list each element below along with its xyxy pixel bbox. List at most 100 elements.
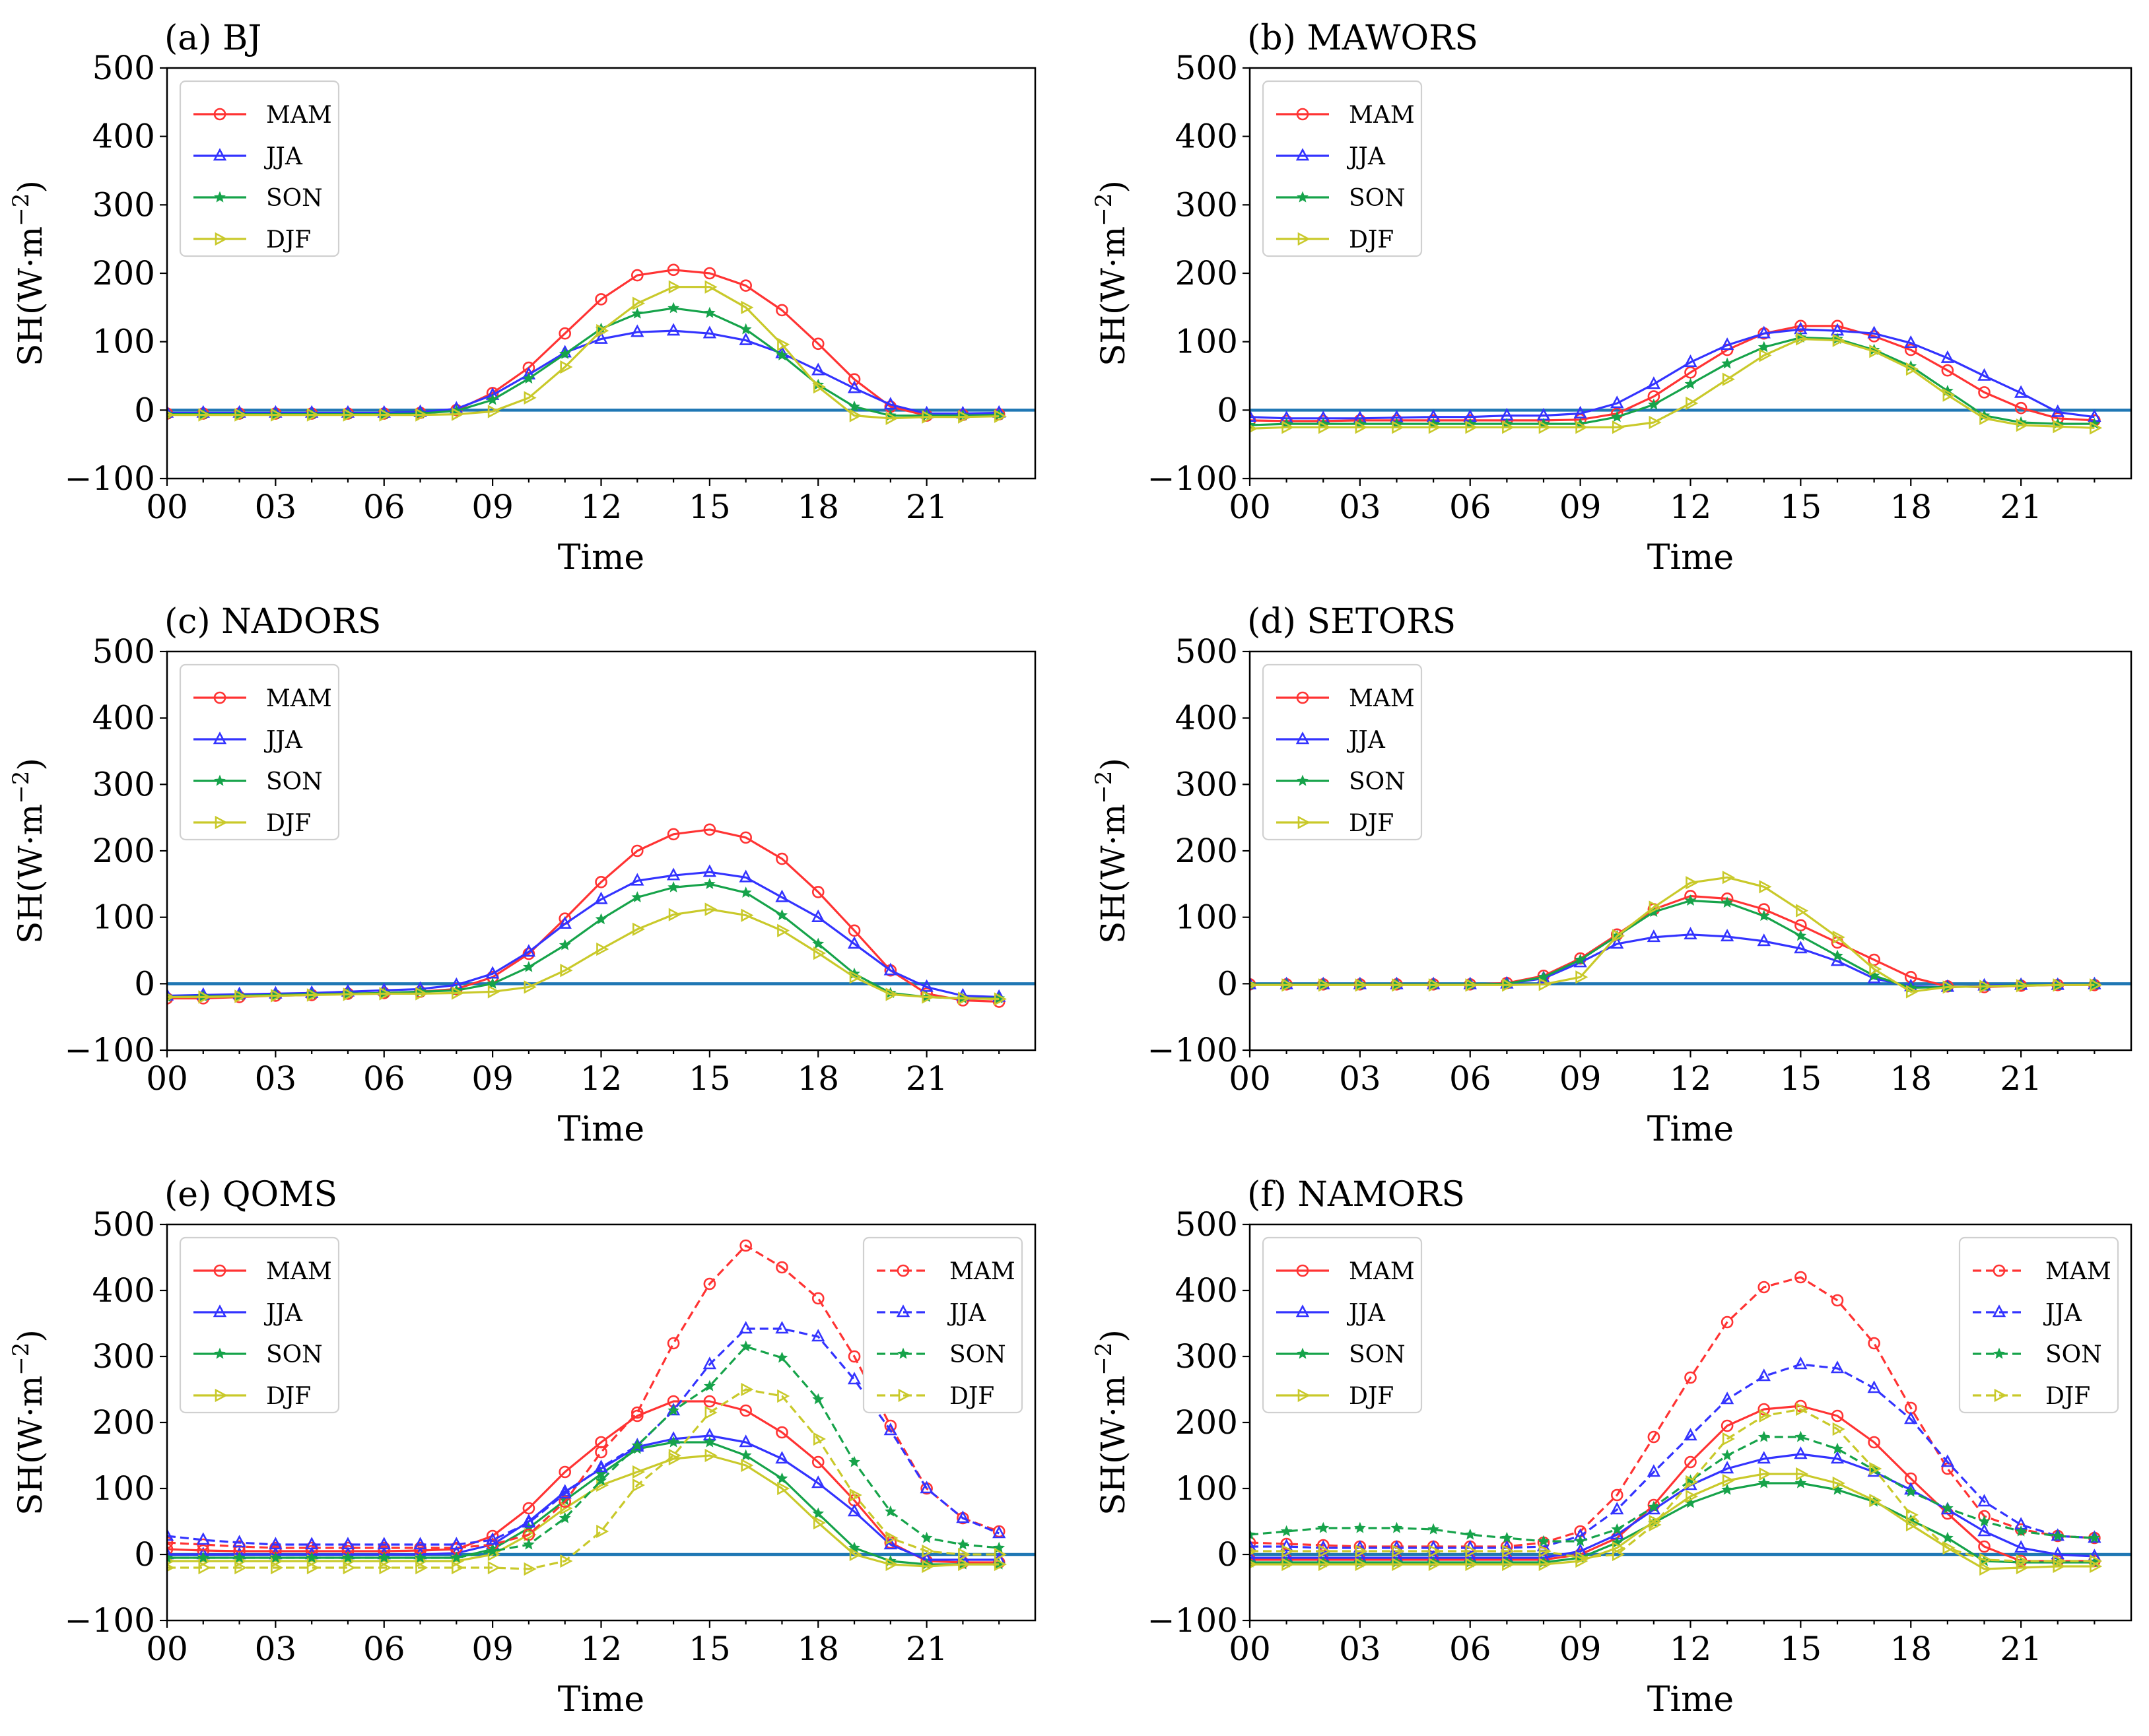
data-point-djf [994, 992, 1007, 1006]
y-axis-label-main: SH(W·m [1094, 226, 1132, 366]
x-tick-label: 21 [2000, 488, 2042, 526]
panel-title: (e) QOMS [164, 1175, 337, 1215]
data-point-jja [811, 1475, 825, 1488]
y-axis-label-exponent: −2 [1091, 771, 1117, 804]
legend-label-son: SON [266, 1341, 323, 1368]
data-point-jja [1757, 933, 1771, 947]
data-point-djf [379, 987, 392, 1001]
data-point-son [414, 1551, 426, 1563]
data-point-mam [1831, 1294, 1844, 1307]
data-point-djf [1869, 1493, 1882, 1508]
y-tick-label: 300 [92, 765, 155, 803]
legend-box [179, 80, 340, 257]
y-tick-label: 0 [134, 964, 155, 1003]
data-point-son [704, 877, 716, 889]
y-tick-label: 100 [92, 323, 155, 361]
y-axis-label: SH(W·m−2) [8, 1329, 50, 1516]
x-tick-label: 09 [1559, 1630, 1602, 1668]
data-point-djf [777, 1481, 790, 1496]
data-point-son [920, 1531, 933, 1543]
data-point-djf [994, 409, 1007, 423]
data-point-jja [847, 1504, 862, 1517]
data-point-djf [415, 987, 428, 1001]
data-point-son [812, 937, 825, 949]
data-point-djf [1465, 1557, 1478, 1572]
legend-upper-right: MAM JJA SON DJF [862, 1236, 1023, 1414]
data-point-djf [343, 987, 356, 1001]
data-point-mam [703, 1277, 716, 1290]
data-point-jja [775, 1321, 789, 1334]
data-point-jja [920, 1481, 934, 1494]
y-tick-label: 500 [92, 632, 155, 671]
data-point-mam [1794, 1399, 1807, 1413]
data-point-djf [1942, 1541, 1956, 1555]
data-point-mam [1757, 1403, 1771, 1416]
data-point-mam [1794, 1271, 1807, 1284]
data-point-mam [703, 1395, 716, 1408]
legend-marker-mam [213, 1264, 226, 1277]
x-tick-label: 18 [1890, 1630, 1932, 1668]
data-point-djf [167, 411, 175, 419]
x-tick-label: 06 [363, 1059, 405, 1098]
data-point-djf [1905, 1518, 1919, 1532]
data-point-djf [167, 993, 175, 1001]
data-point-djf [1428, 1557, 1441, 1572]
series-line-son-dashed [167, 1345, 1000, 1559]
y-tick-label: 200 [1175, 1403, 1238, 1442]
data-point-jja [631, 324, 644, 337]
data-point-djf [1759, 1467, 1772, 1481]
x-tick-label: 21 [906, 1059, 948, 1098]
y-axis-label-close: ) [11, 1329, 50, 1343]
legend-marker-djf [1297, 232, 1311, 246]
x-tick-label: 15 [689, 488, 731, 526]
legend-label-son: SON [2045, 1341, 2102, 1368]
y-tick-label: 400 [1175, 699, 1238, 737]
y-tick-label: 100 [92, 1469, 155, 1508]
y-tick-label: 300 [1175, 1337, 1238, 1376]
data-point-son [1574, 1535, 1586, 1547]
data-point-jja [1250, 1550, 1257, 1563]
data-point-son [1794, 1477, 1807, 1488]
legend-box [179, 663, 340, 841]
data-point-son [1464, 1528, 1476, 1540]
data-point-son [776, 349, 788, 360]
legend-label-jja: JJA [1346, 1300, 1386, 1327]
x-tick-label: 12 [1670, 1059, 1712, 1098]
data-point-jja [1757, 1368, 1771, 1382]
legend-marker-son [214, 774, 226, 786]
data-point-djf [2016, 418, 2029, 432]
data-point-son [1611, 1523, 1623, 1535]
legend-label-djf: DJF [1349, 1383, 1394, 1410]
data-point-jja [1977, 1494, 1991, 1507]
legend-marker-jja [213, 148, 227, 161]
data-point-djf [922, 990, 935, 1004]
y-axis-label-main: SH(W·m [11, 226, 50, 366]
data-point-djf [306, 1560, 320, 1575]
data-point-djf [1869, 1461, 1882, 1476]
data-point-jja [1830, 1451, 1845, 1464]
data-point-jja [992, 1525, 1006, 1539]
data-point-jja [1757, 1451, 1771, 1464]
data-point-djf [813, 380, 827, 394]
data-point-djf [234, 1560, 248, 1575]
data-point-djf [198, 408, 211, 422]
data-point-djf [704, 280, 718, 294]
data-point-son [450, 1551, 463, 1563]
data-point-mam [1684, 1455, 1697, 1469]
data-point-djf [379, 1560, 392, 1575]
legend-label-jja: JJA [263, 727, 303, 754]
y-tick-label: 200 [1175, 254, 1238, 292]
series-line-mam-solid [167, 1400, 1000, 1564]
data-point-mam [595, 293, 607, 306]
y-axis-label-exponent: −2 [1091, 193, 1117, 226]
x-tick-label: 00 [1229, 488, 1271, 526]
data-point-jja [232, 1535, 246, 1548]
data-point-jja [1279, 1539, 1293, 1552]
data-point-jja [1904, 335, 1918, 349]
y-tick-label: −100 [65, 1031, 155, 1069]
data-point-mam [667, 263, 680, 277]
y-axis-label-close: ) [1094, 1329, 1132, 1343]
data-point-mam [1868, 1436, 1880, 1449]
legend-label-djf: DJF [266, 810, 311, 837]
data-point-son [776, 909, 788, 921]
